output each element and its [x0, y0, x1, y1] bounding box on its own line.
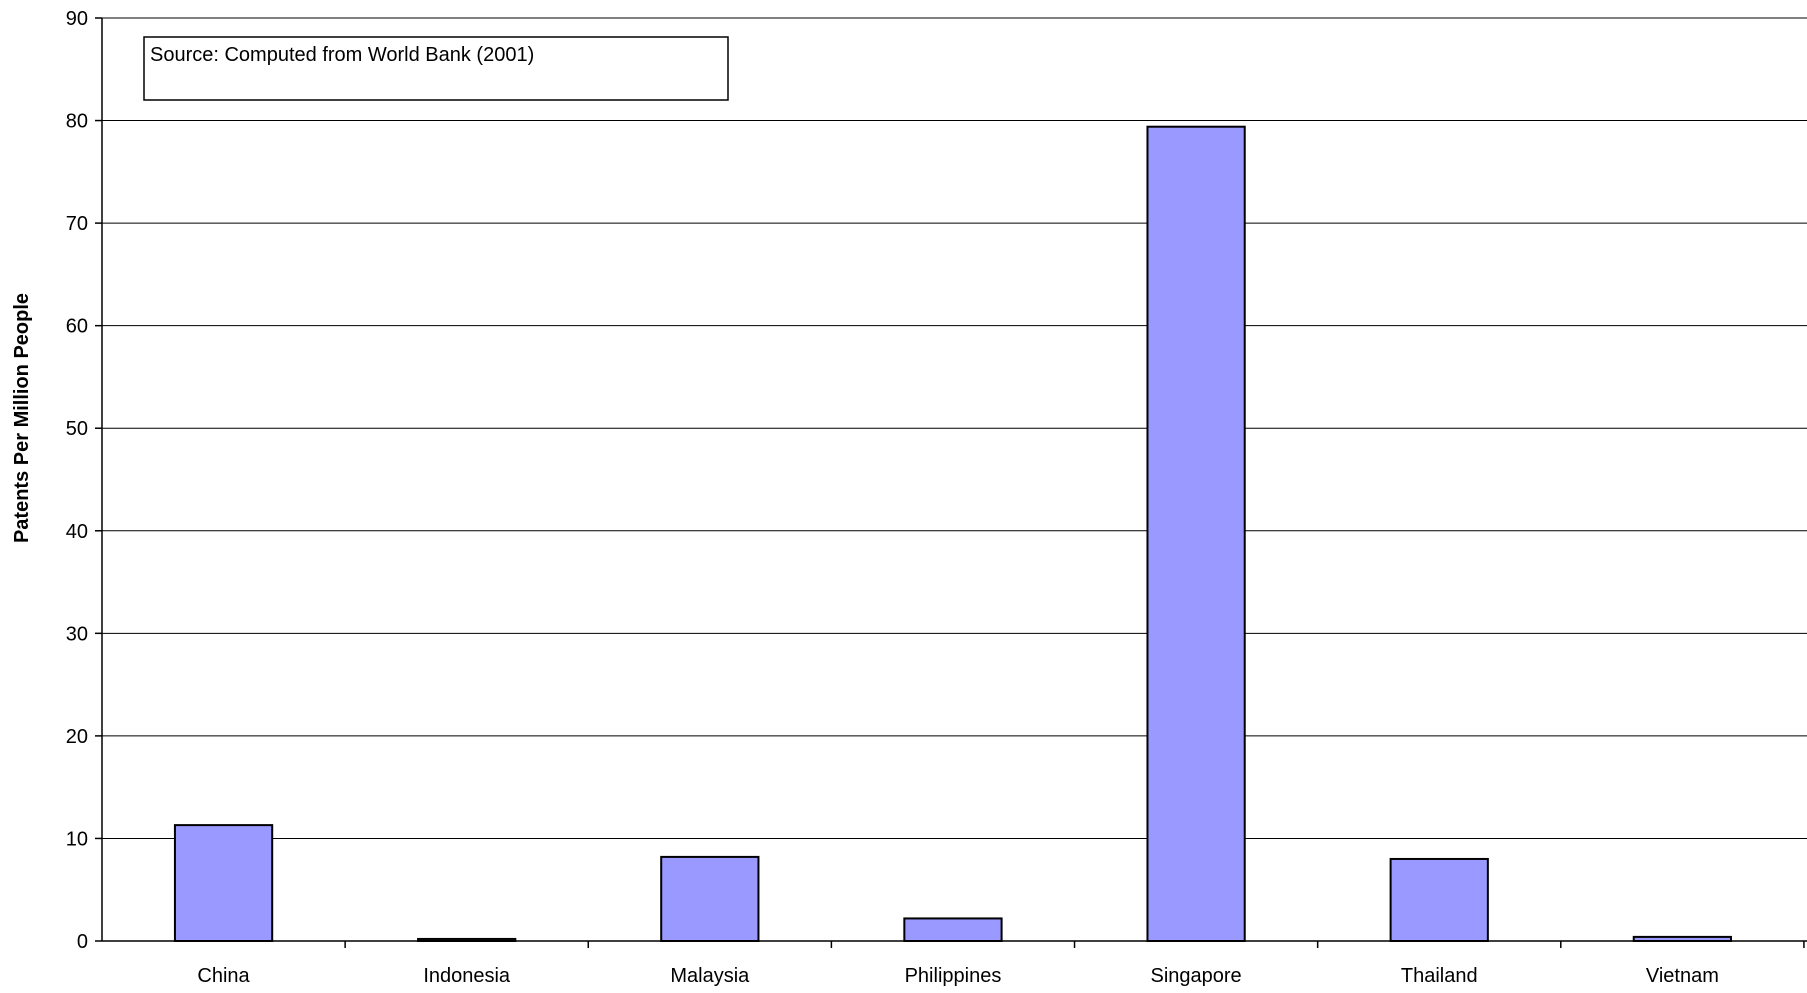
y-tick-label: 70 — [66, 213, 88, 235]
bars — [173, 125, 1732, 943]
x-tick-label-china: China — [197, 965, 250, 987]
x-tick-label-vietnam: Vietnam — [1646, 965, 1719, 987]
bar-singapore — [1146, 125, 1246, 943]
y-tick-label: 80 — [66, 111, 88, 133]
x-tick-label-malaysia: Malaysia — [670, 965, 750, 987]
y-tick-label: 60 — [66, 316, 88, 338]
bar-china — [173, 824, 274, 943]
y-tick-label: 10 — [66, 828, 88, 850]
source-annotation: Source: Computed from World Bank (2001) — [150, 44, 534, 66]
bar-philippines — [903, 917, 1003, 943]
source-annotation-box: Source: Computed from World Bank (2001) — [143, 36, 729, 101]
y-tick-label: 20 — [66, 726, 88, 748]
y-tick-labels: 0 10 20 30 40 50 60 70 80 90 — [66, 8, 102, 953]
annotation-frame — [143, 36, 729, 101]
y-tick-label: 0 — [77, 931, 88, 953]
x-tick-label-singapore: Singapore — [1151, 965, 1242, 987]
y-tick-label: 50 — [66, 418, 88, 440]
gridlines — [102, 17, 1807, 839]
y-tick-label: 90 — [66, 8, 88, 30]
y-axis-title: Patents Per Million People — [11, 293, 33, 543]
y-tick-label: 40 — [66, 521, 88, 543]
x-tick-label-indonesia: Indonesia — [423, 965, 511, 987]
bar-thailand — [1389, 857, 1489, 943]
x-tick-label-philippines: Philippines — [905, 965, 1002, 987]
axes — [101, 18, 1807, 942]
x-tick-label-thailand: Thailand — [1401, 965, 1478, 987]
x-tick-labels: China Indonesia Malaysia Philippines Singapo… — [197, 941, 1805, 987]
y-tick-label: 30 — [66, 623, 88, 645]
bar-malaysia — [660, 855, 760, 942]
